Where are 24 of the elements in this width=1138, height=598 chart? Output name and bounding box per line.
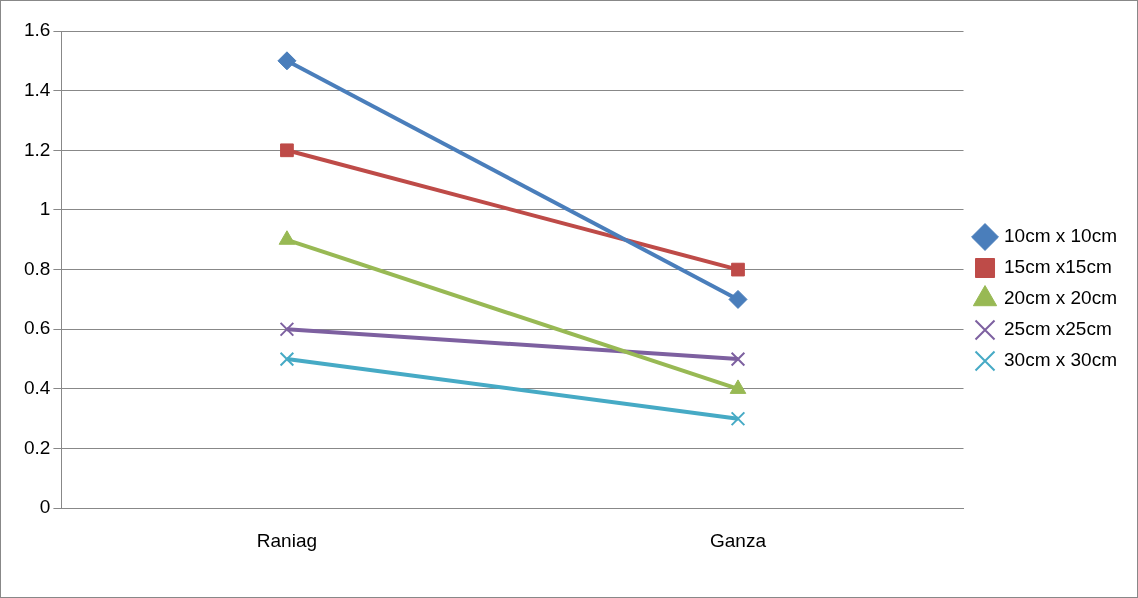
y-tick-label: 1.6 bbox=[23, 19, 51, 41]
y-tick-label: 0.8 bbox=[23, 257, 51, 279]
y-tick-label: 1.2 bbox=[23, 138, 51, 160]
y-tick-label: 1 bbox=[39, 198, 51, 220]
point bbox=[279, 351, 295, 367]
legend-label: 30cm x 30cm bbox=[1004, 349, 1117, 371]
point bbox=[277, 51, 297, 71]
point bbox=[280, 143, 294, 158]
legend-label: 15cm x15cm bbox=[1004, 256, 1112, 278]
point bbox=[279, 321, 295, 337]
y-tick-label: 0.6 bbox=[23, 317, 51, 339]
x-tick-label: Raniag bbox=[256, 529, 318, 551]
y-tick-label: 0.2 bbox=[23, 436, 51, 458]
point bbox=[731, 262, 745, 277]
point bbox=[730, 411, 746, 427]
point bbox=[728, 289, 748, 309]
legend-label: 10cm x 10cm bbox=[1004, 225, 1117, 247]
y-tick-label: 0.4 bbox=[23, 377, 51, 399]
legend-label: 25cm x25cm bbox=[1004, 318, 1112, 340]
point bbox=[730, 351, 746, 367]
y-tick-label: 1.4 bbox=[23, 78, 51, 100]
y-tick-label: 0 bbox=[39, 496, 51, 518]
x-tick-label: Ganza bbox=[710, 529, 767, 551]
legend-label: 20cm x 20cm bbox=[1004, 287, 1117, 309]
